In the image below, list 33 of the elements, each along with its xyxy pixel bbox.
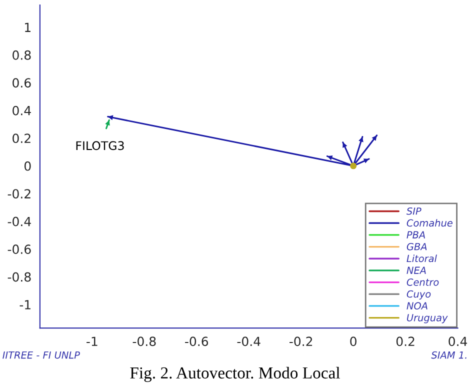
- x-tick-label: -1: [86, 336, 98, 346]
- y-tick-label: 0.4: [12, 106, 31, 116]
- y-tick-label: -0.2: [8, 189, 30, 199]
- legend-label: NEA: [406, 266, 426, 274]
- legend-label: Cuyo: [406, 290, 431, 300]
- legend-label: Comahue: [406, 219, 452, 227]
- x-tick-label: -0.4: [237, 336, 260, 346]
- legend-label: NOA: [406, 302, 428, 310]
- y-tick-label: 0.6: [12, 78, 31, 88]
- legend-label: Centro: [406, 278, 439, 286]
- text: SIAM 1.: [431, 351, 466, 359]
- y-tick-label: -0.4: [8, 216, 31, 226]
- legend-label: GBA: [406, 242, 427, 250]
- y-tick-label: 0.2: [12, 134, 30, 144]
- legend-label: Litoral: [406, 254, 437, 262]
- x-tick-label: 0.4: [448, 336, 468, 346]
- y-tick-label: -1: [20, 300, 30, 310]
- x-tick-label: -0.8: [132, 336, 156, 346]
- x-tick-label: 0: [350, 336, 356, 346]
- x-tick-label: -0.2: [290, 336, 312, 346]
- y-tick-label: 0: [24, 161, 31, 171]
- x-tick-label: -0.6: [185, 336, 208, 346]
- legend-label: SIP: [406, 207, 422, 215]
- caption: Fig. 2. Autovector. Modo Local: [130, 366, 340, 382]
- y-tick-label: 1: [25, 22, 30, 32]
- legend-label: Uruguay: [407, 314, 448, 324]
- y-tick-label: 0.8: [12, 50, 31, 60]
- y-tick-label: -0.6: [8, 244, 31, 254]
- annotation: FILOTG3: [76, 141, 124, 150]
- legend-label: PBA: [406, 231, 425, 238]
- x-tick-label: 0.2: [396, 336, 414, 346]
- text: IITREE - FI UNLP: [2, 351, 80, 359]
- y-tick-label: -0.8: [8, 272, 31, 282]
